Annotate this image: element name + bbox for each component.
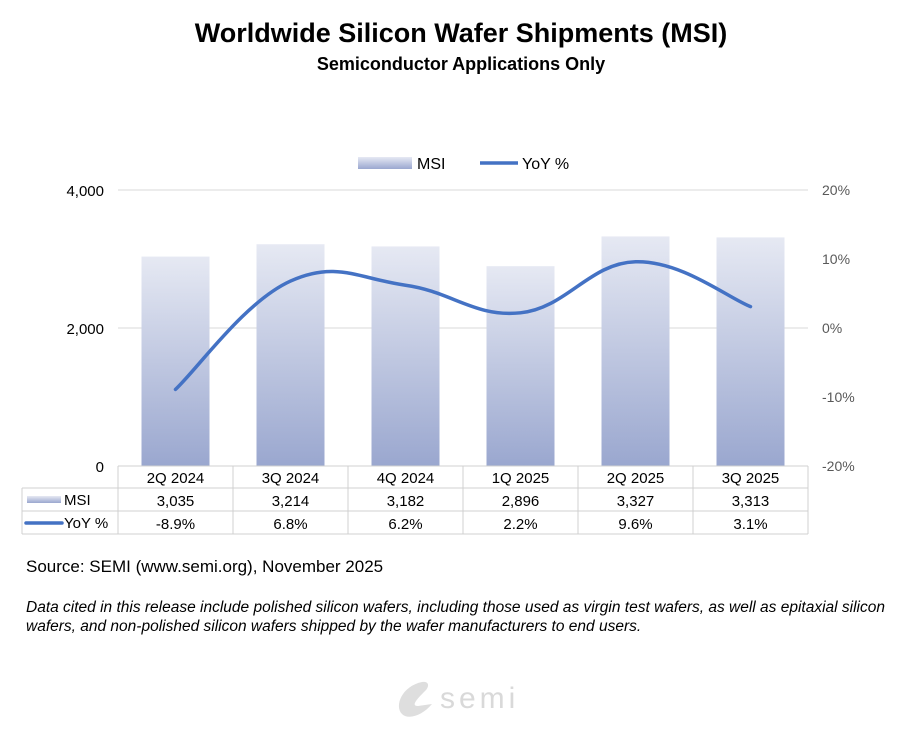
yoy-value-label: 6.8% bbox=[273, 516, 307, 533]
bar-msi bbox=[141, 256, 210, 466]
left-axis-tick: 2,000 bbox=[66, 321, 104, 338]
right-axis-tick: 0% bbox=[822, 320, 842, 336]
semi-logo: semi bbox=[398, 681, 519, 717]
msi-value-label: 3,214 bbox=[272, 493, 310, 510]
right-axis-tick: 20% bbox=[822, 182, 850, 198]
yoy-value-label: -8.9% bbox=[156, 516, 195, 533]
msi-value-label: 3,313 bbox=[732, 493, 770, 510]
left-axis-tick: 4,000 bbox=[66, 183, 104, 200]
chart-title: Worldwide Silicon Wafer Shipments (MSI) bbox=[194, 18, 728, 48]
legend-yoy-label: YoY % bbox=[522, 156, 569, 173]
chart-subtitle: Semiconductor Applications Only bbox=[316, 54, 606, 74]
msi-value-label: 3,182 bbox=[387, 493, 425, 510]
table-msi-label: MSI bbox=[64, 492, 91, 509]
bar-msi bbox=[371, 246, 440, 466]
yoy-value-label: 6.2% bbox=[388, 516, 422, 533]
category-label: 2Q 2025 bbox=[607, 470, 665, 487]
legend-msi-swatch bbox=[358, 157, 412, 169]
legend-msi-label: MSI bbox=[417, 156, 445, 173]
yoy-value-label: 9.6% bbox=[618, 516, 652, 533]
footnote: Data cited in this release include polis… bbox=[26, 599, 885, 635]
yoy-value-label: 2.2% bbox=[503, 516, 537, 533]
category-label: 3Q 2025 bbox=[722, 470, 780, 487]
bar-msi bbox=[256, 244, 325, 466]
category-label: 3Q 2024 bbox=[262, 470, 320, 487]
bar-msi bbox=[601, 236, 670, 466]
category-label: 4Q 2024 bbox=[377, 470, 435, 487]
source-text: Source: SEMI (www.semi.org), November 20… bbox=[26, 557, 384, 576]
msi-value-label: 2,896 bbox=[502, 493, 540, 510]
left-axis-tick: 0 bbox=[96, 459, 104, 476]
svg-text:semi: semi bbox=[440, 682, 519, 715]
bar-msi bbox=[486, 266, 555, 466]
bar-msi bbox=[716, 237, 785, 466]
right-axis-tick: -20% bbox=[822, 458, 855, 474]
msi-value-label: 3,035 bbox=[157, 493, 195, 510]
table-msi-swatch bbox=[27, 496, 61, 503]
yoy-value-label: 3.1% bbox=[733, 516, 767, 533]
table-yoy-label: YoY % bbox=[64, 515, 108, 532]
category-label: 2Q 2024 bbox=[147, 470, 205, 487]
line-yoy bbox=[173, 260, 753, 392]
plot-area: 0 2,000 4,000 -20% -10% 0% 10% 20% MSI YoY % 2Q 20… bbox=[21, 156, 855, 535]
right-axis-tick: -10% bbox=[822, 389, 855, 405]
msi-value-label: 3,327 bbox=[617, 493, 655, 510]
category-label: 1Q 2025 bbox=[492, 470, 550, 487]
right-axis-tick: 10% bbox=[822, 251, 850, 267]
